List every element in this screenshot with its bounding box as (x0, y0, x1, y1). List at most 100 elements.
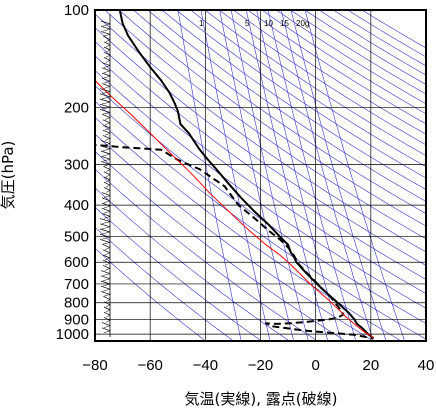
wind-barb-flag (105, 304, 111, 308)
wind-barb-flag (103, 195, 111, 198)
wind-barb-flag (105, 60, 111, 63)
wind-barb (99, 88, 111, 92)
dry-adiabat-line (95, 55, 426, 295)
wind-barb-flag (105, 309, 111, 313)
mixing-ratio-line (256, 10, 342, 341)
wind-barb (102, 135, 111, 139)
wind-barb (101, 72, 111, 77)
wind-barb (103, 317, 111, 321)
wind-barb-flag (104, 127, 111, 131)
wind-barb-flag (105, 49, 111, 53)
dry-adiabat-line (147, 10, 426, 202)
wind-barb-flag (104, 247, 111, 250)
wind-barb-flag (105, 169, 111, 172)
x-tick-label: 0 (311, 357, 319, 374)
wind-barb (101, 327, 111, 332)
wind-barb (99, 233, 111, 238)
mixing-ratio-line (304, 10, 405, 341)
wind-barb (103, 51, 111, 56)
y-tick-label: 100 (64, 2, 89, 19)
mixing-ratio-label: 15 (280, 19, 289, 28)
y-tick-label: 900 (64, 311, 89, 328)
plot-frame (94, 9, 427, 342)
wind-barb (103, 311, 111, 316)
wind-barb (102, 249, 111, 254)
wind-barb (100, 291, 111, 295)
wind-barb (100, 155, 111, 160)
dry-adiabat-line (95, 168, 318, 341)
wind-barb (103, 166, 111, 170)
wind-barb (102, 265, 111, 269)
wind-barb (99, 239, 111, 243)
dry-adiabat-line (275, 10, 426, 105)
mixing-ratio-line (267, 10, 357, 341)
mixing-ratio-line (245, 10, 329, 341)
dry-adiabat-line (95, 70, 426, 309)
dry-adiabat-line (104, 10, 426, 240)
mixing-ratio-label: 20g (296, 19, 309, 28)
wind-barb (100, 25, 111, 30)
wind-barb-flag (103, 205, 111, 209)
mixing-ratio-line (177, 10, 242, 341)
dry-adiabat-line (304, 10, 426, 85)
wind-barb (103, 296, 111, 300)
wind-barb-flag (102, 278, 111, 282)
wind-barb-flag (105, 314, 111, 318)
wind-barb-flag (102, 283, 111, 287)
wind-barb-flag (105, 54, 111, 58)
wind-barb-flag (102, 294, 111, 297)
wind-barb (101, 192, 111, 196)
wind-barb (100, 285, 111, 290)
wind-barb (101, 77, 111, 82)
wind-barb (100, 140, 111, 144)
y-tick-label: 400 (64, 197, 89, 214)
wind-barb-flag (101, 236, 111, 240)
dry-adiabat-line (95, 187, 290, 341)
wind-barb (101, 202, 111, 207)
dry-adiabat-line (218, 10, 426, 146)
wind-barb-flag (103, 210, 111, 214)
y-tick-label: 1000 (56, 326, 89, 343)
wind-barb-flag (103, 70, 111, 74)
parcel-line (95, 80, 374, 339)
x-tick-label: −20 (248, 357, 273, 374)
y-tick-label: 300 (64, 157, 89, 174)
dry-adiabat-line (118, 10, 426, 227)
wind-barb-flag (103, 65, 111, 68)
mixing-ratio-line (200, 10, 271, 341)
dry-adiabat-line (332, 10, 426, 67)
wind-barb (99, 109, 111, 113)
mixing-ratio-line (290, 10, 387, 341)
wind-barb-flag (102, 34, 111, 37)
wind-barb (102, 254, 111, 259)
wind-barb-flag (102, 28, 111, 32)
wind-barb (103, 306, 111, 311)
wind-barb (102, 114, 111, 118)
wind-barb (100, 270, 111, 274)
wind-barb (100, 145, 111, 150)
x-tick-label: −60 (137, 357, 162, 374)
dry-adiabat-line (132, 10, 426, 214)
wind-barb-flag (103, 200, 111, 204)
wind-barb-flag (102, 288, 111, 292)
wind-barb-flag (102, 153, 111, 157)
wind-barb (103, 46, 111, 51)
wind-barb-flag (103, 216, 111, 219)
wind-barb-flag (104, 268, 111, 271)
wind-barb-flag (105, 190, 111, 193)
dry-adiabat-line (95, 41, 426, 280)
dry-adiabat-line (190, 10, 426, 168)
x-tick-label: −80 (82, 357, 107, 374)
x-tick-label: −40 (193, 357, 218, 374)
wind-barb (100, 161, 111, 165)
y-tick-label: 200 (64, 100, 89, 117)
wind-barb (101, 67, 111, 72)
wind-barb-flag (104, 132, 111, 136)
wind-barb (99, 103, 111, 108)
x-axis-title: 気温(実線), 露点(破線) (185, 390, 338, 408)
x-tick-labels: −80 −60 −40 −20 0 20 40 (82, 357, 434, 374)
dry-adiabat-line (95, 150, 346, 341)
x-tick-label: 20 (362, 357, 379, 374)
